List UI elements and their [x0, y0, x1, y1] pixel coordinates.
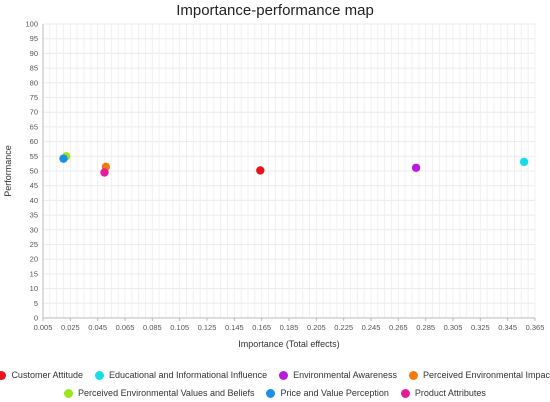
x-tick-label: 0.305 — [444, 323, 463, 332]
legend-row: Perceived Environmental Values and Belie… — [0, 384, 550, 402]
x-tick-label: 0.145 — [225, 323, 244, 332]
x-axis-label: Importance (Total effects) — [238, 339, 339, 349]
y-tick-label: 15 — [30, 269, 38, 278]
x-tick-label: 0.005 — [34, 323, 53, 332]
legend-marker — [409, 370, 418, 380]
x-tick-label: 0.165 — [252, 323, 271, 332]
legend-label: Environmental Awareness — [293, 370, 397, 380]
y-tick-label: 10 — [30, 284, 38, 293]
legend-marker — [0, 370, 7, 380]
legend-item[interactable]: Product Attributes — [400, 388, 486, 398]
x-tick-label: 0.265 — [389, 323, 408, 332]
x-tick-label: 0.365 — [526, 323, 545, 332]
legend-marker — [94, 370, 104, 380]
x-tick-label: 0.225 — [334, 323, 353, 332]
scatter-plot: 0 5 10 15 20 25 30 35 40 45 50 55 60 65 70 75 80 85 90 95 10… — [3, 20, 544, 350]
grid-layer — [42, 23, 536, 319]
y-tick-label: 50 — [30, 167, 38, 176]
legend-row: Customer Attitude Educational and Informa… — [0, 366, 550, 384]
y-tick-label: 60 — [30, 137, 38, 146]
legend-item[interactable]: Perceived Environmental Impact — [409, 370, 550, 380]
y-tick-label: 35 — [30, 211, 38, 220]
x-tick-label: 0.185 — [280, 323, 299, 332]
y-tick-label: 90 — [30, 49, 38, 58]
legend-marker — [64, 388, 74, 398]
data-point[interactable] — [100, 168, 109, 177]
x-tick-label: 0.125 — [198, 323, 217, 332]
y-tick-label: 70 — [30, 108, 38, 117]
y-tick-label: 100 — [25, 20, 38, 29]
legend: Customer Attitude Educational and Informa… — [0, 366, 550, 402]
data-point[interactable] — [411, 163, 421, 172]
data-point[interactable] — [519, 157, 529, 167]
y-tick-label: 75 — [30, 93, 38, 102]
x-tick-label: 0.065 — [116, 323, 135, 332]
legend-marker — [279, 370, 289, 380]
x-tick-label: 0.245 — [362, 323, 381, 332]
y-tick-label: 20 — [30, 255, 38, 264]
x-tick-label: 0.105 — [170, 323, 189, 332]
y-tick-label: 80 — [30, 78, 38, 87]
point-layer — [59, 152, 529, 177]
x-tick-label: 0.025 — [61, 323, 80, 332]
legend-label: Educational and Informational Influence — [108, 370, 268, 380]
y-tick-label: 45 — [30, 181, 38, 190]
y-axis-label: Performance — [3, 145, 13, 197]
legend-item[interactable]: Customer Attitude — [0, 370, 83, 380]
y-tick-label: 5 — [34, 299, 38, 308]
legend-item[interactable]: Environmental Awareness — [279, 370, 397, 380]
x-tick-label: 0.285 — [416, 323, 435, 332]
legend-item[interactable]: Price and Value Perception — [266, 388, 389, 398]
y-tick-label: 40 — [30, 196, 38, 205]
y-tick-label: 55 — [30, 152, 38, 161]
legend-marker — [400, 388, 410, 398]
x-tick-label: 0.205 — [307, 323, 326, 332]
y-tick-label: 30 — [30, 225, 38, 234]
legend-label: Product Attributes — [414, 388, 486, 398]
legend-label: Price and Value Perception — [280, 388, 389, 398]
x-tick-label: 0.045 — [88, 323, 107, 332]
legend-label: Perceived Environmental Values and Belie… — [78, 388, 255, 398]
data-point[interactable] — [59, 154, 68, 163]
y-tick-label: 65 — [30, 122, 38, 131]
x-tick-label: 0.325 — [471, 323, 490, 332]
legend-item[interactable]: Educational and Informational Influence — [94, 370, 268, 380]
y-tick-label: 25 — [30, 240, 38, 249]
legend-label: Customer Attitude — [11, 370, 83, 380]
y-tick-label: 85 — [30, 64, 38, 73]
data-point[interactable] — [256, 166, 265, 175]
legend-item[interactable]: Perceived Environmental Values and Belie… — [64, 388, 254, 398]
axis-layer: 0 5 10 15 20 25 30 35 40 45 50 55 60 65 70 75 80 85 90 95 10… — [25, 20, 544, 333]
y-tick-label: 95 — [30, 34, 38, 43]
y-tick-label: 0 — [34, 314, 38, 323]
legend-label: Perceived Environmental Impact — [423, 370, 550, 380]
x-tick-label: 0.085 — [143, 323, 162, 332]
x-tick-label: 0.345 — [498, 323, 517, 332]
legend-marker — [266, 388, 276, 398]
chart-title: Importance-performance map — [176, 2, 374, 19]
